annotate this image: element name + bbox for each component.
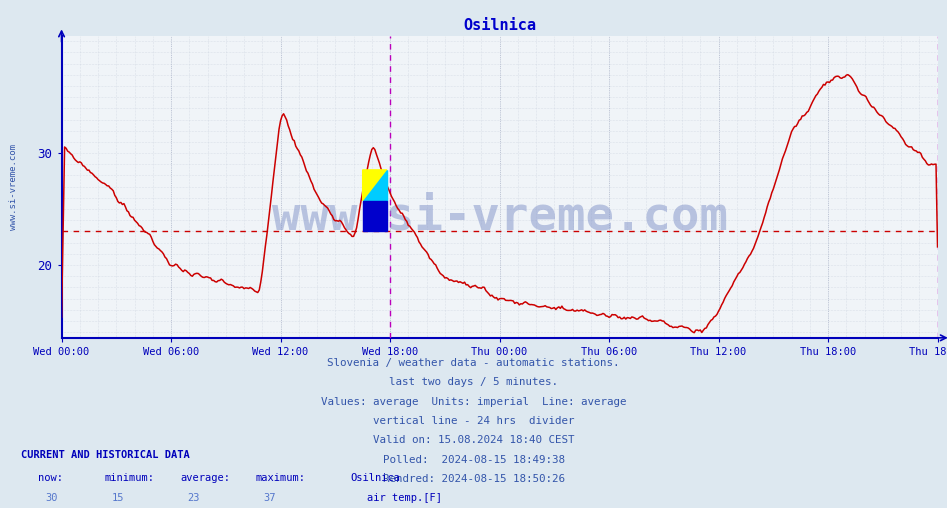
- Text: www.si-vreme.com: www.si-vreme.com: [9, 144, 18, 230]
- Text: Values: average  Units: imperial  Line: average: Values: average Units: imperial Line: av…: [321, 397, 626, 407]
- Text: Rendred: 2024-08-15 18:50:26: Rendred: 2024-08-15 18:50:26: [383, 474, 564, 484]
- Text: vertical line - 24 hrs  divider: vertical line - 24 hrs divider: [373, 416, 574, 426]
- Text: Valid on: 15.08.2024 18:40 CEST: Valid on: 15.08.2024 18:40 CEST: [373, 435, 574, 446]
- Text: air temp.[F]: air temp.[F]: [367, 493, 442, 503]
- Title: Osilnica: Osilnica: [463, 18, 536, 33]
- Text: last two days / 5 minutes.: last two days / 5 minutes.: [389, 377, 558, 388]
- Text: 30: 30: [45, 493, 58, 503]
- Text: Slovenia / weather data - automatic stations.: Slovenia / weather data - automatic stat…: [328, 358, 619, 368]
- Polygon shape: [363, 201, 387, 232]
- Text: www.si-vreme.com: www.si-vreme.com: [272, 195, 727, 239]
- Text: now:: now:: [38, 473, 63, 484]
- Polygon shape: [363, 170, 387, 201]
- Text: CURRENT AND HISTORICAL DATA: CURRENT AND HISTORICAL DATA: [21, 450, 189, 460]
- Text: minimum:: minimum:: [104, 473, 154, 484]
- Text: Osilnica: Osilnica: [350, 473, 401, 484]
- Text: Polled:  2024-08-15 18:49:38: Polled: 2024-08-15 18:49:38: [383, 455, 564, 465]
- Text: 23: 23: [188, 493, 200, 503]
- Polygon shape: [363, 170, 387, 201]
- Text: average:: average:: [180, 473, 230, 484]
- Text: maximum:: maximum:: [256, 473, 306, 484]
- Text: 15: 15: [112, 493, 124, 503]
- Text: 37: 37: [263, 493, 276, 503]
